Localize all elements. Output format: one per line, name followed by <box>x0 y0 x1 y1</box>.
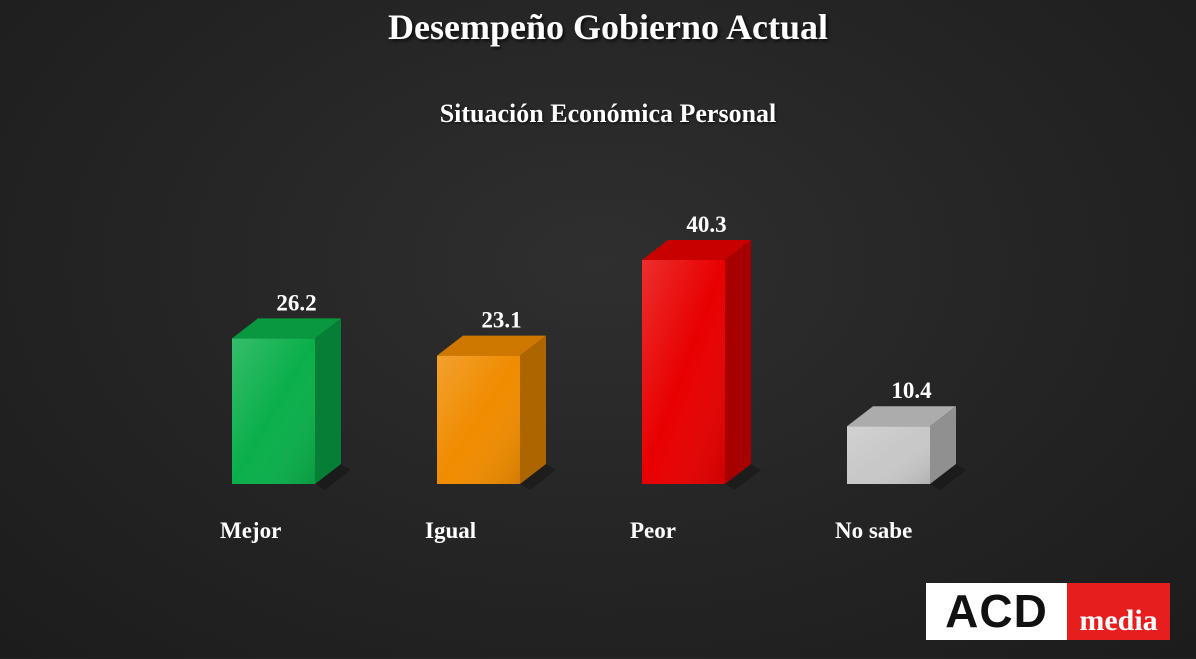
bar-side <box>725 240 751 484</box>
bar-side <box>520 335 546 484</box>
data-label: 10.4 <box>891 378 932 403</box>
bar-front-shine <box>437 355 520 484</box>
bar-front-shine <box>232 338 315 484</box>
logo-media-text: media <box>1067 583 1170 640</box>
logo-acd-text: ACD <box>926 583 1067 640</box>
bar-group-1: 23.1 Igual <box>425 308 556 543</box>
chart-subtitle: Situación Económica Personal <box>439 99 777 128</box>
category-label: Peor <box>630 518 676 543</box>
bar-side <box>315 318 341 484</box>
bar-top <box>847 406 956 427</box>
data-label: 26.2 <box>276 290 316 315</box>
category-label: Igual <box>425 518 476 543</box>
bar-front-shine <box>642 260 725 484</box>
bar-shadow <box>930 464 966 490</box>
data-label: 40.3 <box>686 212 726 237</box>
bar-top <box>642 240 751 260</box>
bar-group-0: 26.2 Mejor <box>220 290 351 543</box>
bar-front-shine <box>847 426 930 484</box>
bar-side <box>930 406 956 484</box>
category-label: No sabe <box>835 518 912 543</box>
category-label: Mejor <box>220 518 281 543</box>
bar-shadow <box>315 464 351 490</box>
bar-group-2: 40.3 Peor <box>630 212 761 543</box>
acd-media-logo: ACD media <box>926 583 1170 640</box>
bar-shadow <box>725 464 761 490</box>
bar-top <box>437 335 546 356</box>
bar-shadow <box>520 464 556 490</box>
data-label: 23.1 <box>481 308 521 333</box>
bar-group-3: 10.4 No sabe <box>835 378 966 543</box>
bar-top <box>232 318 341 339</box>
chart-title: Desempeño Gobierno Actual <box>388 7 828 47</box>
